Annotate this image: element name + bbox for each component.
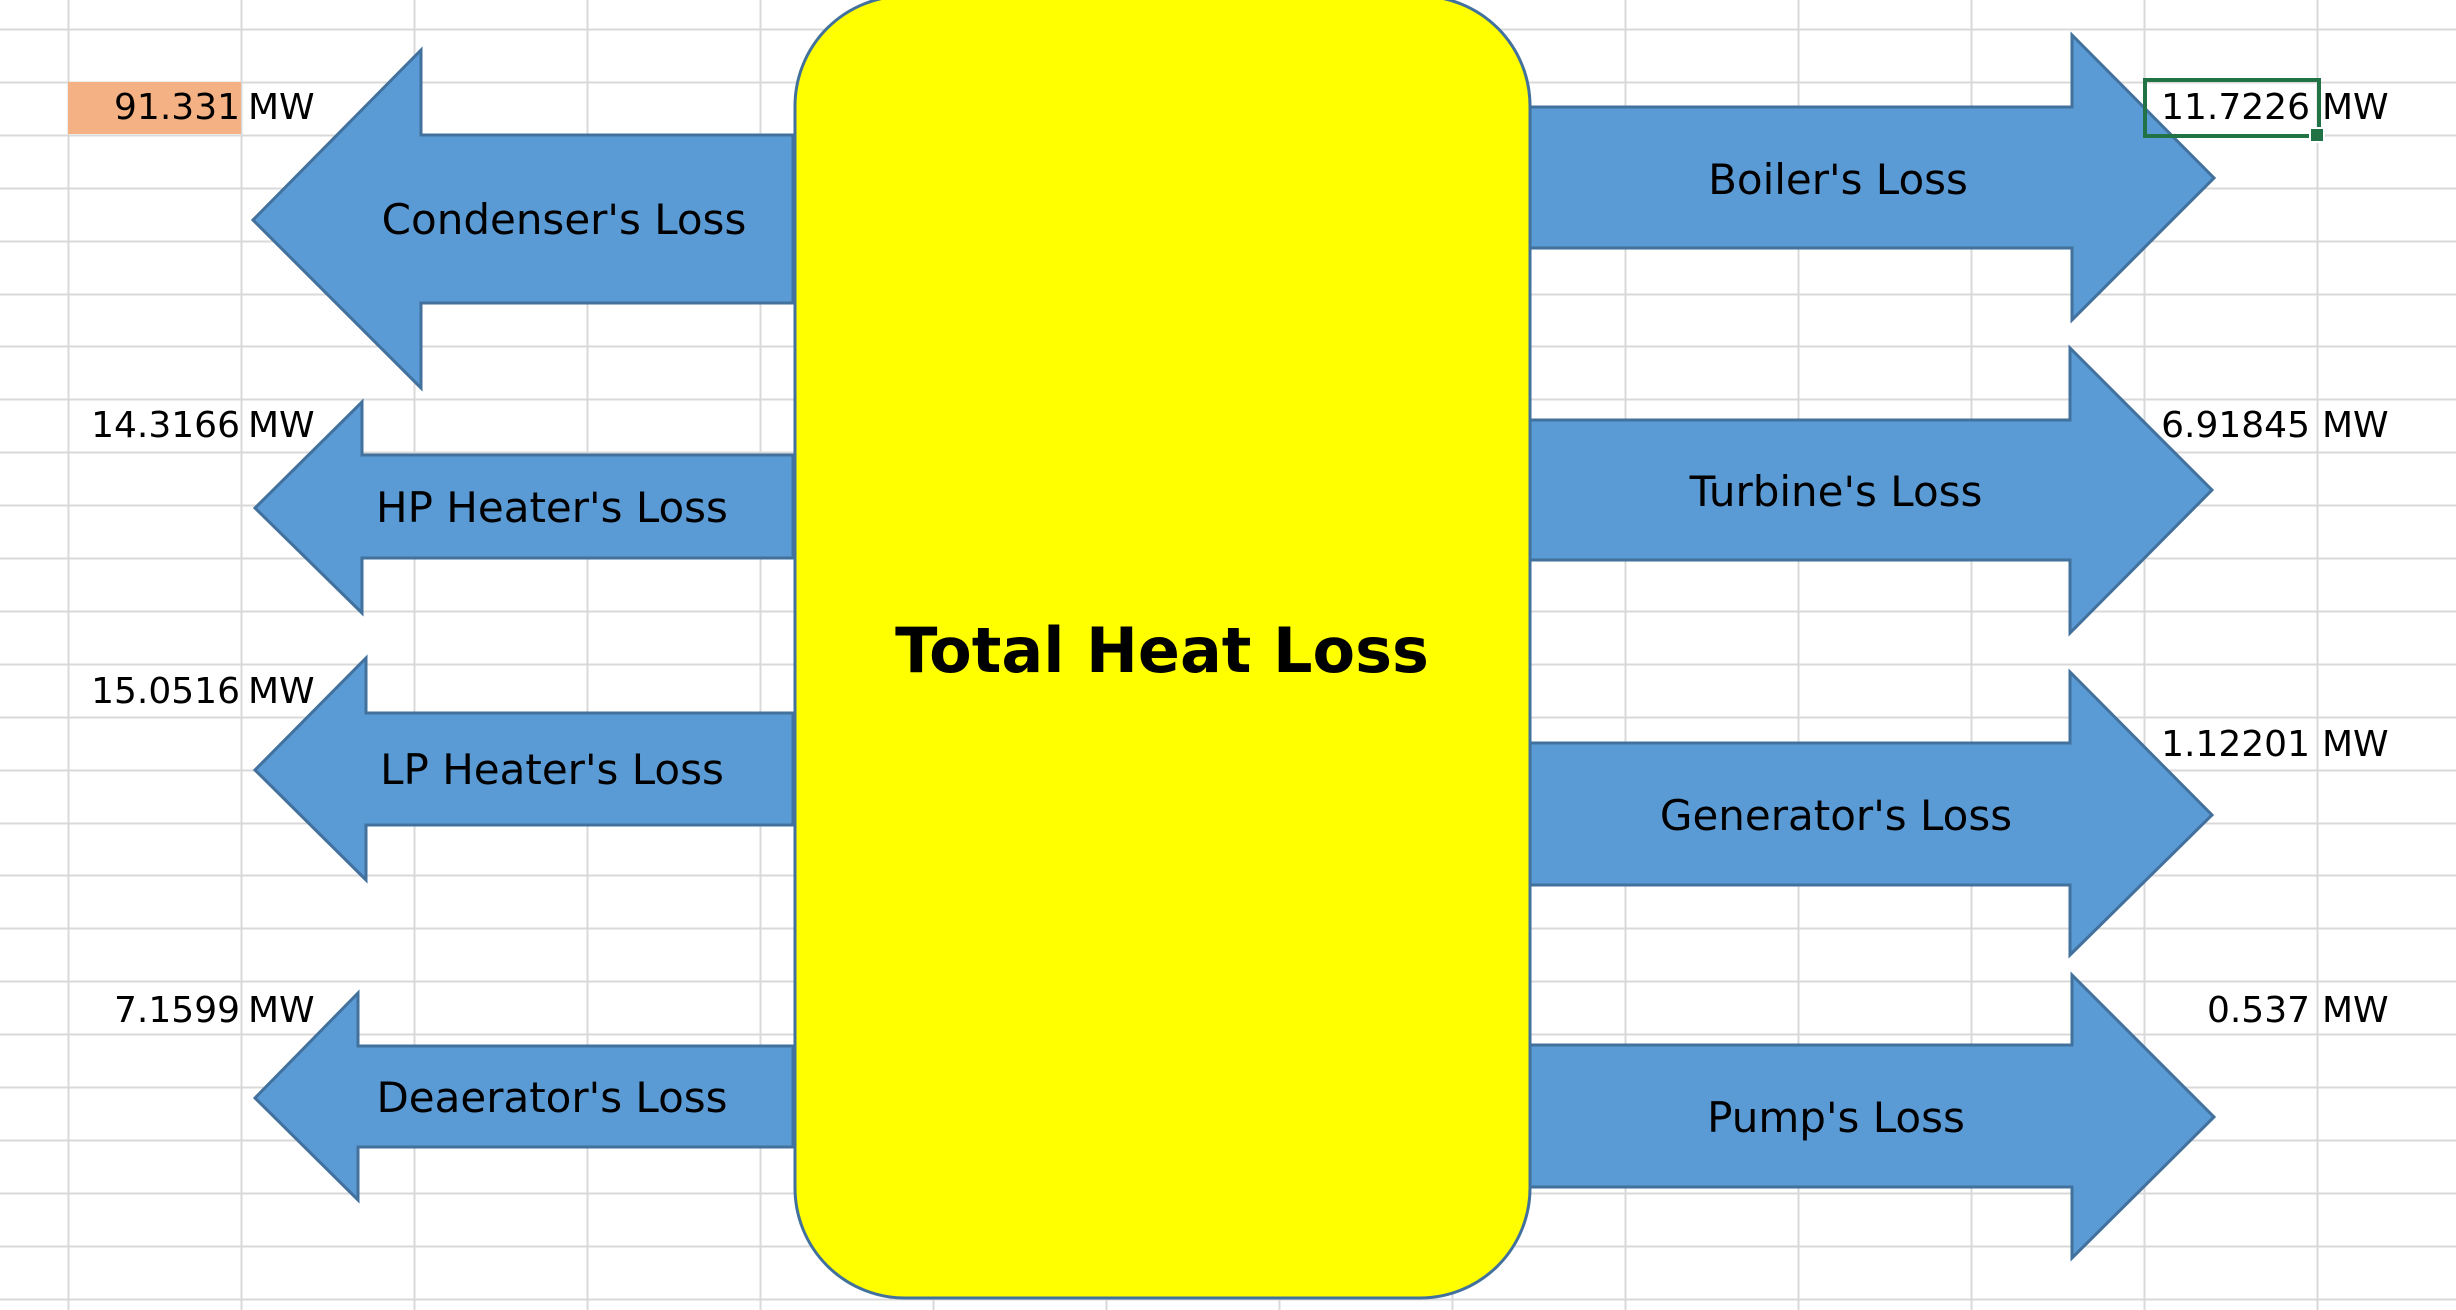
deaerator-loss-unit[interactable]: MW (248, 990, 315, 1031)
highlighted-cell[interactable] (68, 82, 241, 134)
boiler-loss-label: Boiler's Loss (1708, 155, 1968, 204)
arrow-boiler-shape (1526, 31, 2217, 324)
hp-heater-loss-value[interactable]: 14.3166 (91, 405, 240, 446)
arrow-turbine-loss[interactable]: Turbine's Loss (1526, 344, 2215, 637)
pump-loss-value[interactable]: 0.537 (2206, 990, 2310, 1031)
arrow-hp-heater-loss[interactable]: HP Heater's Loss (252, 398, 795, 617)
condenser-loss-label: Condenser's Loss (382, 195, 747, 244)
arrow-pump-loss[interactable]: Pump's Loss (1526, 971, 2217, 1262)
arrow-pump-shape (1526, 971, 2217, 1262)
arrow-boiler-loss[interactable]: Boiler's Loss (1526, 31, 2217, 324)
boiler-loss-value[interactable]: 11.7226 (2161, 87, 2310, 128)
arrow-hp-heater-shape (252, 398, 795, 617)
total-heat-loss-shape (793, 0, 1532, 1300)
turbine-loss-value[interactable]: 6.91845 (2161, 405, 2310, 446)
arrow-condenser-loss[interactable]: Condenser's Loss (250, 46, 795, 392)
arrow-generator-loss[interactable]: Generator's Loss (1526, 668, 2215, 959)
arrow-lp-heater-loss[interactable]: LP Heater's Loss (252, 654, 795, 884)
boiler-loss-unit[interactable]: MW (2322, 87, 2389, 128)
lp-heater-loss-label: LP Heater's Loss (380, 745, 724, 794)
turbine-loss-unit[interactable]: MW (2322, 405, 2389, 446)
total-heat-loss-box[interactable]: Total Heat Loss (793, 0, 1532, 1300)
lp-heater-loss-unit[interactable]: MW (248, 671, 315, 712)
pump-loss-label: Pump's Loss (1707, 1093, 1965, 1142)
condenser-loss-value[interactable]: 91.331 (114, 87, 240, 128)
hp-heater-loss-label: HP Heater's Loss (376, 483, 728, 532)
active-cell-selection[interactable] (2143, 78, 2321, 138)
generator-loss-unit[interactable]: MW (2322, 724, 2389, 765)
deaerator-loss-value[interactable]: 7.1599 (114, 990, 240, 1031)
arrow-turbine-shape (1526, 344, 2215, 637)
arrow-lp-heater-shape (252, 654, 795, 884)
arrow-deaerator-loss[interactable]: Deaerator's Loss (252, 989, 795, 1204)
lp-heater-loss-value[interactable]: 15.0516 (91, 671, 240, 712)
deaerator-loss-label: Deaerator's Loss (376, 1073, 727, 1122)
arrow-deaerator-shape (252, 989, 795, 1204)
arrow-generator-shape (1526, 668, 2215, 959)
total-heat-loss-title: Total Heat Loss (895, 614, 1429, 687)
arrow-condenser-shape (250, 46, 795, 392)
generator-loss-label: Generator's Loss (1660, 791, 2012, 840)
fill-handle[interactable] (2309, 127, 2325, 143)
condenser-loss-unit[interactable]: MW (248, 87, 315, 128)
hp-heater-loss-unit[interactable]: MW (248, 405, 315, 446)
generator-loss-value[interactable]: 1.12201 (2161, 724, 2310, 765)
pump-loss-unit[interactable]: MW (2322, 990, 2389, 1031)
turbine-loss-label: Turbine's Loss (1689, 467, 1983, 516)
